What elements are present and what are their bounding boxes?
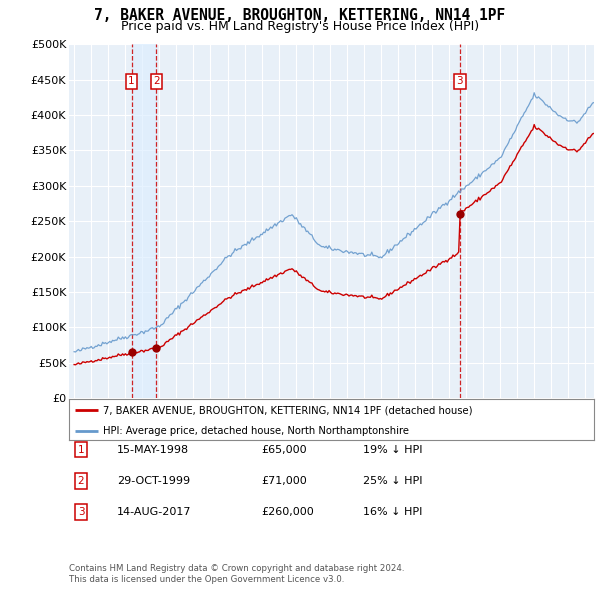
- Text: 29-OCT-1999: 29-OCT-1999: [117, 476, 190, 486]
- Text: 1: 1: [128, 77, 135, 86]
- Text: 7, BAKER AVENUE, BROUGHTON, KETTERING, NN14 1PF (detached house): 7, BAKER AVENUE, BROUGHTON, KETTERING, N…: [103, 405, 473, 415]
- Text: 25% ↓ HPI: 25% ↓ HPI: [363, 476, 422, 486]
- Text: 7, BAKER AVENUE, BROUGHTON, KETTERING, NN14 1PF: 7, BAKER AVENUE, BROUGHTON, KETTERING, N…: [94, 8, 506, 22]
- Text: £71,000: £71,000: [261, 476, 307, 486]
- Text: Price paid vs. HM Land Registry's House Price Index (HPI): Price paid vs. HM Land Registry's House …: [121, 20, 479, 33]
- Bar: [131, 44, 157, 398]
- Text: 19% ↓ HPI: 19% ↓ HPI: [363, 445, 422, 454]
- Text: HPI: Average price, detached house, North Northamptonshire: HPI: Average price, detached house, Nort…: [103, 426, 409, 436]
- Text: 1: 1: [77, 445, 85, 454]
- Text: 16% ↓ HPI: 16% ↓ HPI: [363, 507, 422, 517]
- Text: 2: 2: [153, 77, 160, 86]
- Text: 3: 3: [77, 507, 85, 517]
- Text: £260,000: £260,000: [261, 507, 314, 517]
- Text: Contains HM Land Registry data © Crown copyright and database right 2024.: Contains HM Land Registry data © Crown c…: [69, 565, 404, 573]
- Text: 14-AUG-2017: 14-AUG-2017: [117, 507, 191, 517]
- Text: 15-MAY-1998: 15-MAY-1998: [117, 445, 189, 454]
- Text: This data is licensed under the Open Government Licence v3.0.: This data is licensed under the Open Gov…: [69, 575, 344, 584]
- Text: 2: 2: [77, 476, 85, 486]
- Text: £65,000: £65,000: [261, 445, 307, 454]
- Text: 3: 3: [457, 77, 463, 86]
